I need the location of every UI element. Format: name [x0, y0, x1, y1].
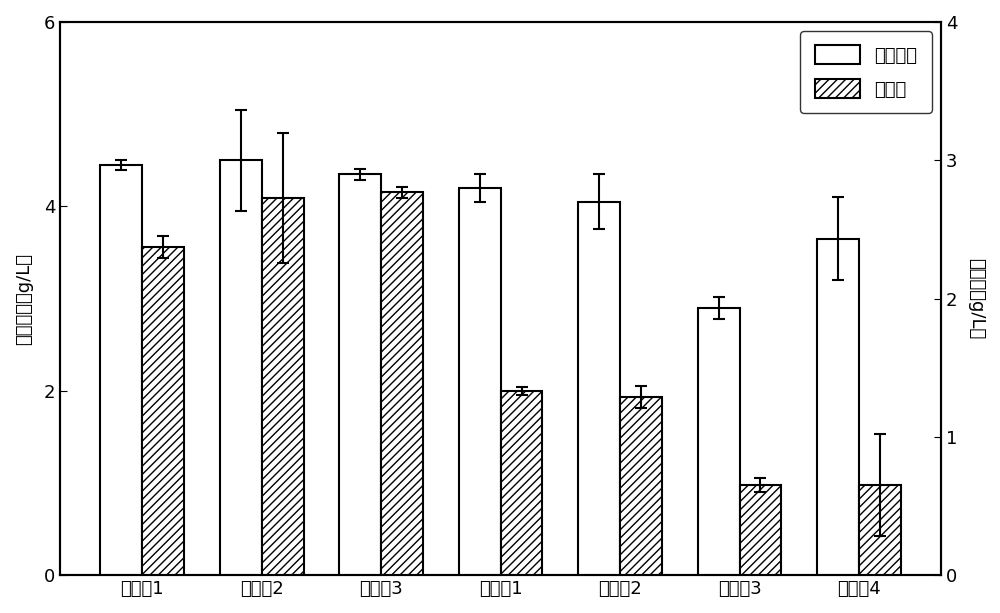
Bar	[578, 202, 620, 575]
Bar	[100, 165, 142, 575]
Bar	[501, 391, 542, 575]
Bar	[220, 160, 262, 575]
Bar	[817, 238, 859, 575]
Bar	[740, 485, 781, 575]
Bar	[859, 485, 901, 575]
Bar	[339, 174, 381, 575]
Y-axis label: 含油量（g/L）: 含油量（g/L）	[967, 258, 985, 339]
Legend: 细胞干重, 含油量: 细胞干重, 含油量	[800, 31, 932, 113]
Bar	[142, 248, 184, 575]
Bar	[262, 197, 304, 575]
Bar	[620, 397, 662, 575]
Bar	[459, 188, 501, 575]
Bar	[381, 192, 423, 575]
Bar	[698, 308, 740, 575]
Y-axis label: 细胞干重（g/L）: 细胞干重（g/L）	[15, 253, 33, 345]
